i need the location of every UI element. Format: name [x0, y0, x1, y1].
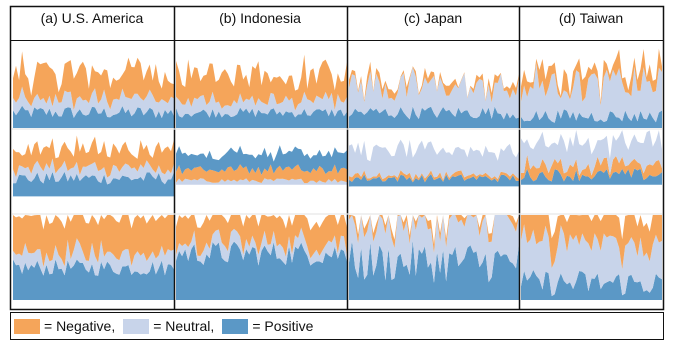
panels-layer: [13, 48, 662, 300]
area-neutral: [521, 63, 662, 123]
panel-indonesia-row-2: [176, 145, 347, 185]
area-positive: [176, 145, 347, 175]
panel-indonesia-row-3: [176, 215, 347, 300]
area-positive: [349, 174, 519, 187]
area-neutral: [349, 215, 519, 283]
panel-dividers: [10, 6, 664, 310]
area-negative: [13, 135, 174, 178]
area-negative: [176, 164, 347, 184]
panel-title-taiwan: (d) Taiwan: [558, 10, 624, 26]
area-positive: [521, 168, 662, 185]
area-neutral: [13, 158, 174, 185]
panel-japan-row-2: [349, 139, 519, 187]
area-neutral: [176, 91, 347, 118]
panel-us-row-1: [13, 51, 174, 128]
panel-us-row-2: [13, 135, 174, 197]
panel-title-us: (a) U.S. America: [40, 10, 144, 26]
area-negative: [13, 215, 174, 267]
area-negative: [349, 170, 519, 183]
area-neutral: [13, 86, 174, 119]
area-neutral: [176, 178, 347, 185]
area-positive: [521, 270, 662, 300]
area-negative: [521, 215, 662, 270]
legend: = Negative, = Neutral, = Positive: [14, 314, 321, 338]
panel-taiwan-row-1: [521, 48, 662, 128]
legend-swatch-neutral: [123, 318, 150, 334]
area-neutral: [13, 238, 174, 276]
area-positive: [176, 107, 347, 128]
panel-indonesia-row-1: [176, 54, 347, 128]
legend-label-negative: = Negative,: [44, 318, 116, 334]
area-negative: [349, 215, 519, 253]
area-neutral: [349, 139, 519, 181]
area-neutral: [176, 227, 347, 266]
area-positive: [521, 109, 662, 128]
legend-swatch-negative: [14, 318, 40, 334]
legend-label-positive: = Positive: [252, 318, 314, 334]
area-positive: [176, 241, 347, 300]
legend-frame: [10, 312, 664, 340]
area-negative: [521, 48, 662, 106]
legend-label-neutral: = Neutral,: [153, 318, 215, 334]
panel-title-japan: (c) Japan: [403, 10, 463, 26]
area-negative: [349, 61, 519, 103]
area-negative: [176, 54, 347, 111]
area-positive: [13, 171, 174, 197]
panel-us-row-3: [13, 215, 174, 300]
legend-swatch-positive: [222, 318, 249, 334]
area-positive: [349, 240, 519, 300]
area-positive: [349, 106, 519, 128]
area-negative: [13, 51, 174, 110]
panel-japan-row-3: [349, 215, 519, 300]
panel-japan-row-1: [349, 61, 519, 128]
panel-title-indonesia: (b) Indonesia: [219, 10, 301, 26]
panel-taiwan-row-2: [521, 130, 662, 185]
area-negative: [176, 215, 347, 259]
area-positive: [13, 105, 174, 128]
area-neutral: [349, 67, 519, 120]
panel-taiwan-row-3: [521, 215, 662, 300]
area-negative: [521, 154, 662, 182]
area-positive: [13, 259, 174, 300]
area-neutral: [521, 224, 662, 297]
area-neutral: [521, 130, 662, 176]
